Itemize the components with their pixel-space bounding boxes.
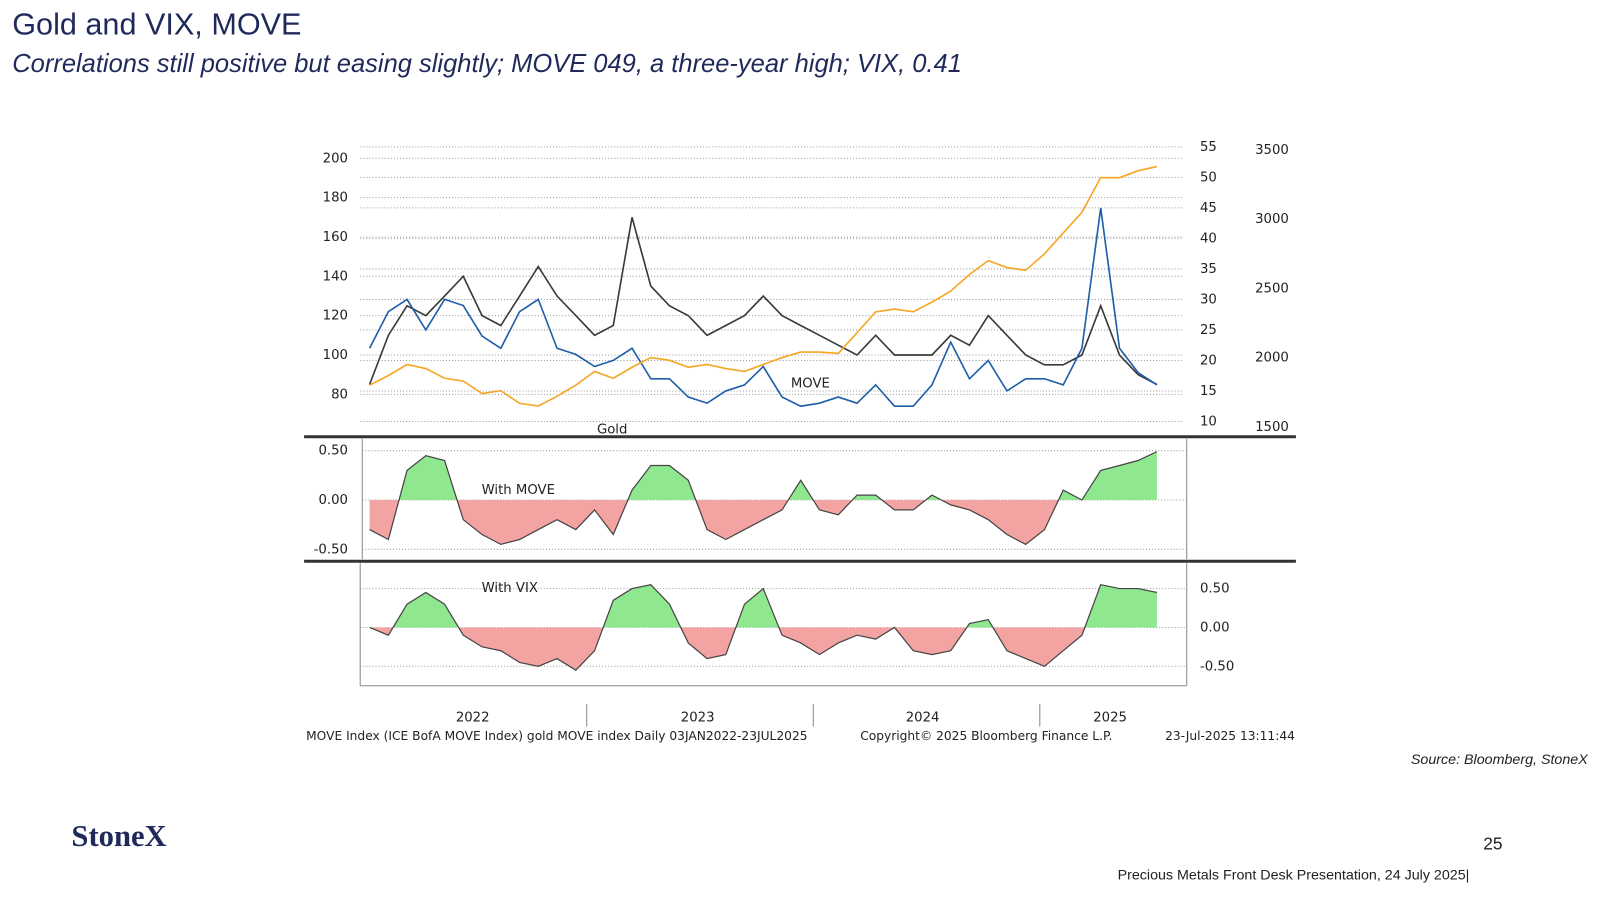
positive-area	[369, 451, 1157, 500]
x-tick-label: 2023	[681, 710, 715, 725]
series-annotation: With VIX	[482, 581, 538, 596]
source-note: Source: Bloomberg, StoneX	[1411, 752, 1588, 768]
y-tick-label: 20	[1200, 353, 1217, 368]
series-line	[368, 217, 1158, 386]
y-tick-label: 1500	[1255, 420, 1289, 435]
y-tick-label: 3000	[1255, 212, 1289, 227]
y-tick-label: 35	[1200, 262, 1217, 277]
footer-text: Precious Metals Front Desk Presentation,…	[1118, 867, 1470, 883]
y-tick-label: 40	[1200, 231, 1217, 246]
series-annotation: Gold	[597, 423, 627, 438]
y-tick-label: 30	[1200, 292, 1217, 307]
series-line	[369, 165, 1158, 407]
y-tick-label: 55	[1200, 140, 1217, 155]
y-tick-label: 0.00	[1200, 620, 1230, 635]
y-tick-label: 0.00	[318, 493, 348, 508]
series-annotation: MOVE	[791, 377, 830, 392]
chart-footer-copyright: Copyright© 2025 Bloomberg Finance L.P.	[860, 729, 1112, 743]
chart-footer-timestamp: 23-Jul-2025 13:11:44	[1165, 729, 1295, 743]
y-tick-label: 140	[323, 269, 348, 284]
x-tick-label: 2022	[456, 710, 490, 725]
correlation-line	[369, 451, 1158, 546]
series-line	[368, 207, 1158, 408]
y-tick-label: -0.50	[1200, 659, 1234, 674]
y-tick-label: 50	[1200, 170, 1217, 185]
y-tick-label: 0.50	[318, 444, 348, 459]
negative-area	[369, 627, 1085, 671]
positive-area	[369, 584, 1157, 628]
y-tick-label: 160	[323, 230, 348, 245]
correlation-line	[369, 583, 1158, 671]
x-tick-label: 2024	[906, 710, 940, 725]
y-tick-label: 100	[323, 348, 348, 363]
y-tick-label: 10	[1200, 414, 1217, 429]
page-number: 25	[1483, 833, 1502, 853]
y-tick-label: 3500	[1255, 143, 1289, 158]
y-tick-label: 180	[323, 191, 348, 206]
slide-subtitle: Correlations still positive but easing s…	[12, 50, 962, 78]
negative-area	[369, 500, 1157, 545]
chart-footer-description: MOVE Index (ICE BofA MOVE Index) gold MO…	[306, 729, 807, 743]
y-tick-label: 2500	[1255, 281, 1289, 296]
x-tick-label: 2025	[1093, 710, 1127, 725]
y-tick-label: 15	[1200, 384, 1217, 399]
y-tick-label: 2000	[1255, 351, 1289, 366]
y-tick-label: 45	[1200, 201, 1217, 216]
logo: StoneX	[71, 819, 166, 853]
y-tick-label: 0.50	[1200, 582, 1230, 597]
slide-title: Gold and VIX, MOVE	[12, 8, 301, 42]
y-tick-label: 120	[323, 309, 348, 324]
y-tick-label: 200	[323, 151, 348, 166]
y-tick-label: -0.50	[314, 542, 348, 557]
y-tick-label: 25	[1200, 323, 1217, 338]
series-annotation: With MOVE	[482, 483, 555, 498]
y-tick-label: 80	[331, 387, 348, 402]
